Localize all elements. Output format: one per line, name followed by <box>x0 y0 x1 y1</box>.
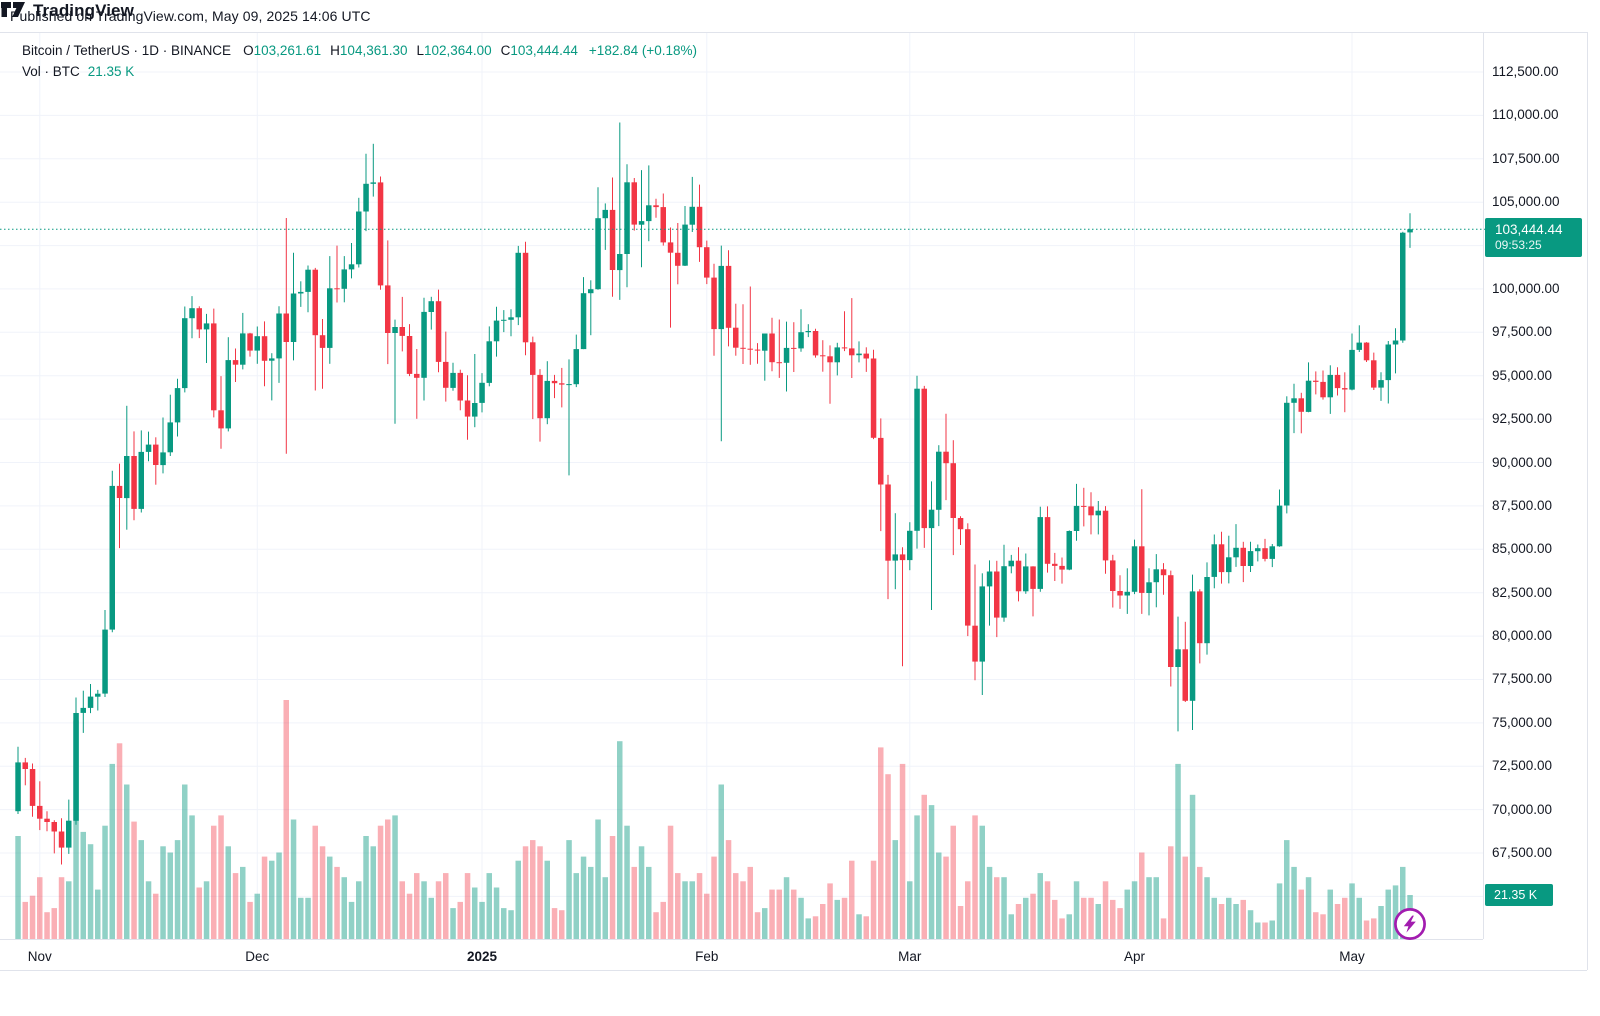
candle-countdown: 09:53:25 <box>1495 238 1542 253</box>
price-axis-label: 95,000.00 <box>1492 367 1553 383</box>
ohlc-close: C103,444.44 <box>500 43 578 58</box>
volume-label: Vol · BTC <box>22 64 80 79</box>
time-axis-label: Dec <box>245 949 270 964</box>
ohlc-open: O103,261.61 <box>243 43 322 58</box>
price-axis-label: 107,500.00 <box>1492 150 1560 166</box>
current-price-value: 103,444.44 <box>1495 222 1563 238</box>
price-axis-label: 110,000.00 <box>1492 107 1559 123</box>
legend-ohlc-row: Bitcoin / TetherUS · 1D · BINANCE O103,2… <box>22 40 697 61</box>
current-volume-badge: 21.35 K <box>1485 884 1553 907</box>
frame-right-border <box>1587 32 1588 970</box>
frame-bottom-border <box>0 970 1587 971</box>
price-axis-label: 105,000.00 <box>1492 194 1560 210</box>
tradingview-logo-link[interactable]: TradingView <box>0 0 1600 22</box>
current-price-badge: 103,444.44 09:53:25 <box>1485 218 1582 258</box>
price-axis-separator <box>1483 32 1484 939</box>
price-axis-label: 70,000.00 <box>1492 801 1553 817</box>
symbol-title: Bitcoin / TetherUS · 1D · BINANCE <box>22 43 232 58</box>
time-axis-separator <box>0 939 1483 940</box>
change-value: +182.84 (+0.18%) <box>588 43 698 58</box>
ohlc-high: H104,361.30 <box>330 43 408 58</box>
price-axis-label: 67,500.00 <box>1492 845 1553 861</box>
bolt-glyph <box>1403 915 1416 933</box>
price-axis-label: 82,500.00 <box>1492 584 1553 600</box>
price-axis-label: 112,500.00 <box>1492 64 1559 79</box>
price-axis-label: 92,500.00 <box>1492 411 1553 427</box>
frame-top-border <box>0 32 1587 33</box>
price-axis-label: 80,000.00 <box>1492 628 1553 644</box>
price-axis-label: 90,000.00 <box>1492 454 1553 470</box>
price-axis-label: 97,500.00 <box>1492 324 1553 340</box>
footer-brand-text: TradingView <box>33 1 134 20</box>
volume-value: 21.35 K <box>87 64 135 79</box>
time-axis-label: 2025 <box>466 949 498 964</box>
time-axis-label: Mar <box>898 949 922 964</box>
price-axis-label: 85,000.00 <box>1492 541 1553 557</box>
tradingview-logo-icon <box>1 2 25 17</box>
lightning-flash-icon[interactable] <box>1393 907 1427 941</box>
time-axis-label: Nov <box>27 949 52 964</box>
legend-volume-row: Vol · BTC 21.35 K <box>22 61 697 82</box>
ohlc-low: L102,364.00 <box>416 43 492 58</box>
legend: Bitcoin / TetherUS · 1D · BINANCE O103,2… <box>22 40 697 82</box>
price-axis-label: 75,000.00 <box>1492 714 1553 730</box>
time-axis-label: May <box>1339 949 1365 964</box>
price-axis-label: 77,500.00 <box>1492 671 1553 687</box>
price-axis-label: 87,500.00 <box>1492 497 1553 513</box>
price-axis-label: 100,000.00 <box>1492 280 1560 296</box>
time-axis-label: Feb <box>695 949 719 964</box>
published-header: Published on TradingView.com, May 09, 20… <box>10 8 371 24</box>
price-axis-label: 72,500.00 <box>1492 758 1553 774</box>
time-axis-label: Apr <box>1123 949 1146 964</box>
